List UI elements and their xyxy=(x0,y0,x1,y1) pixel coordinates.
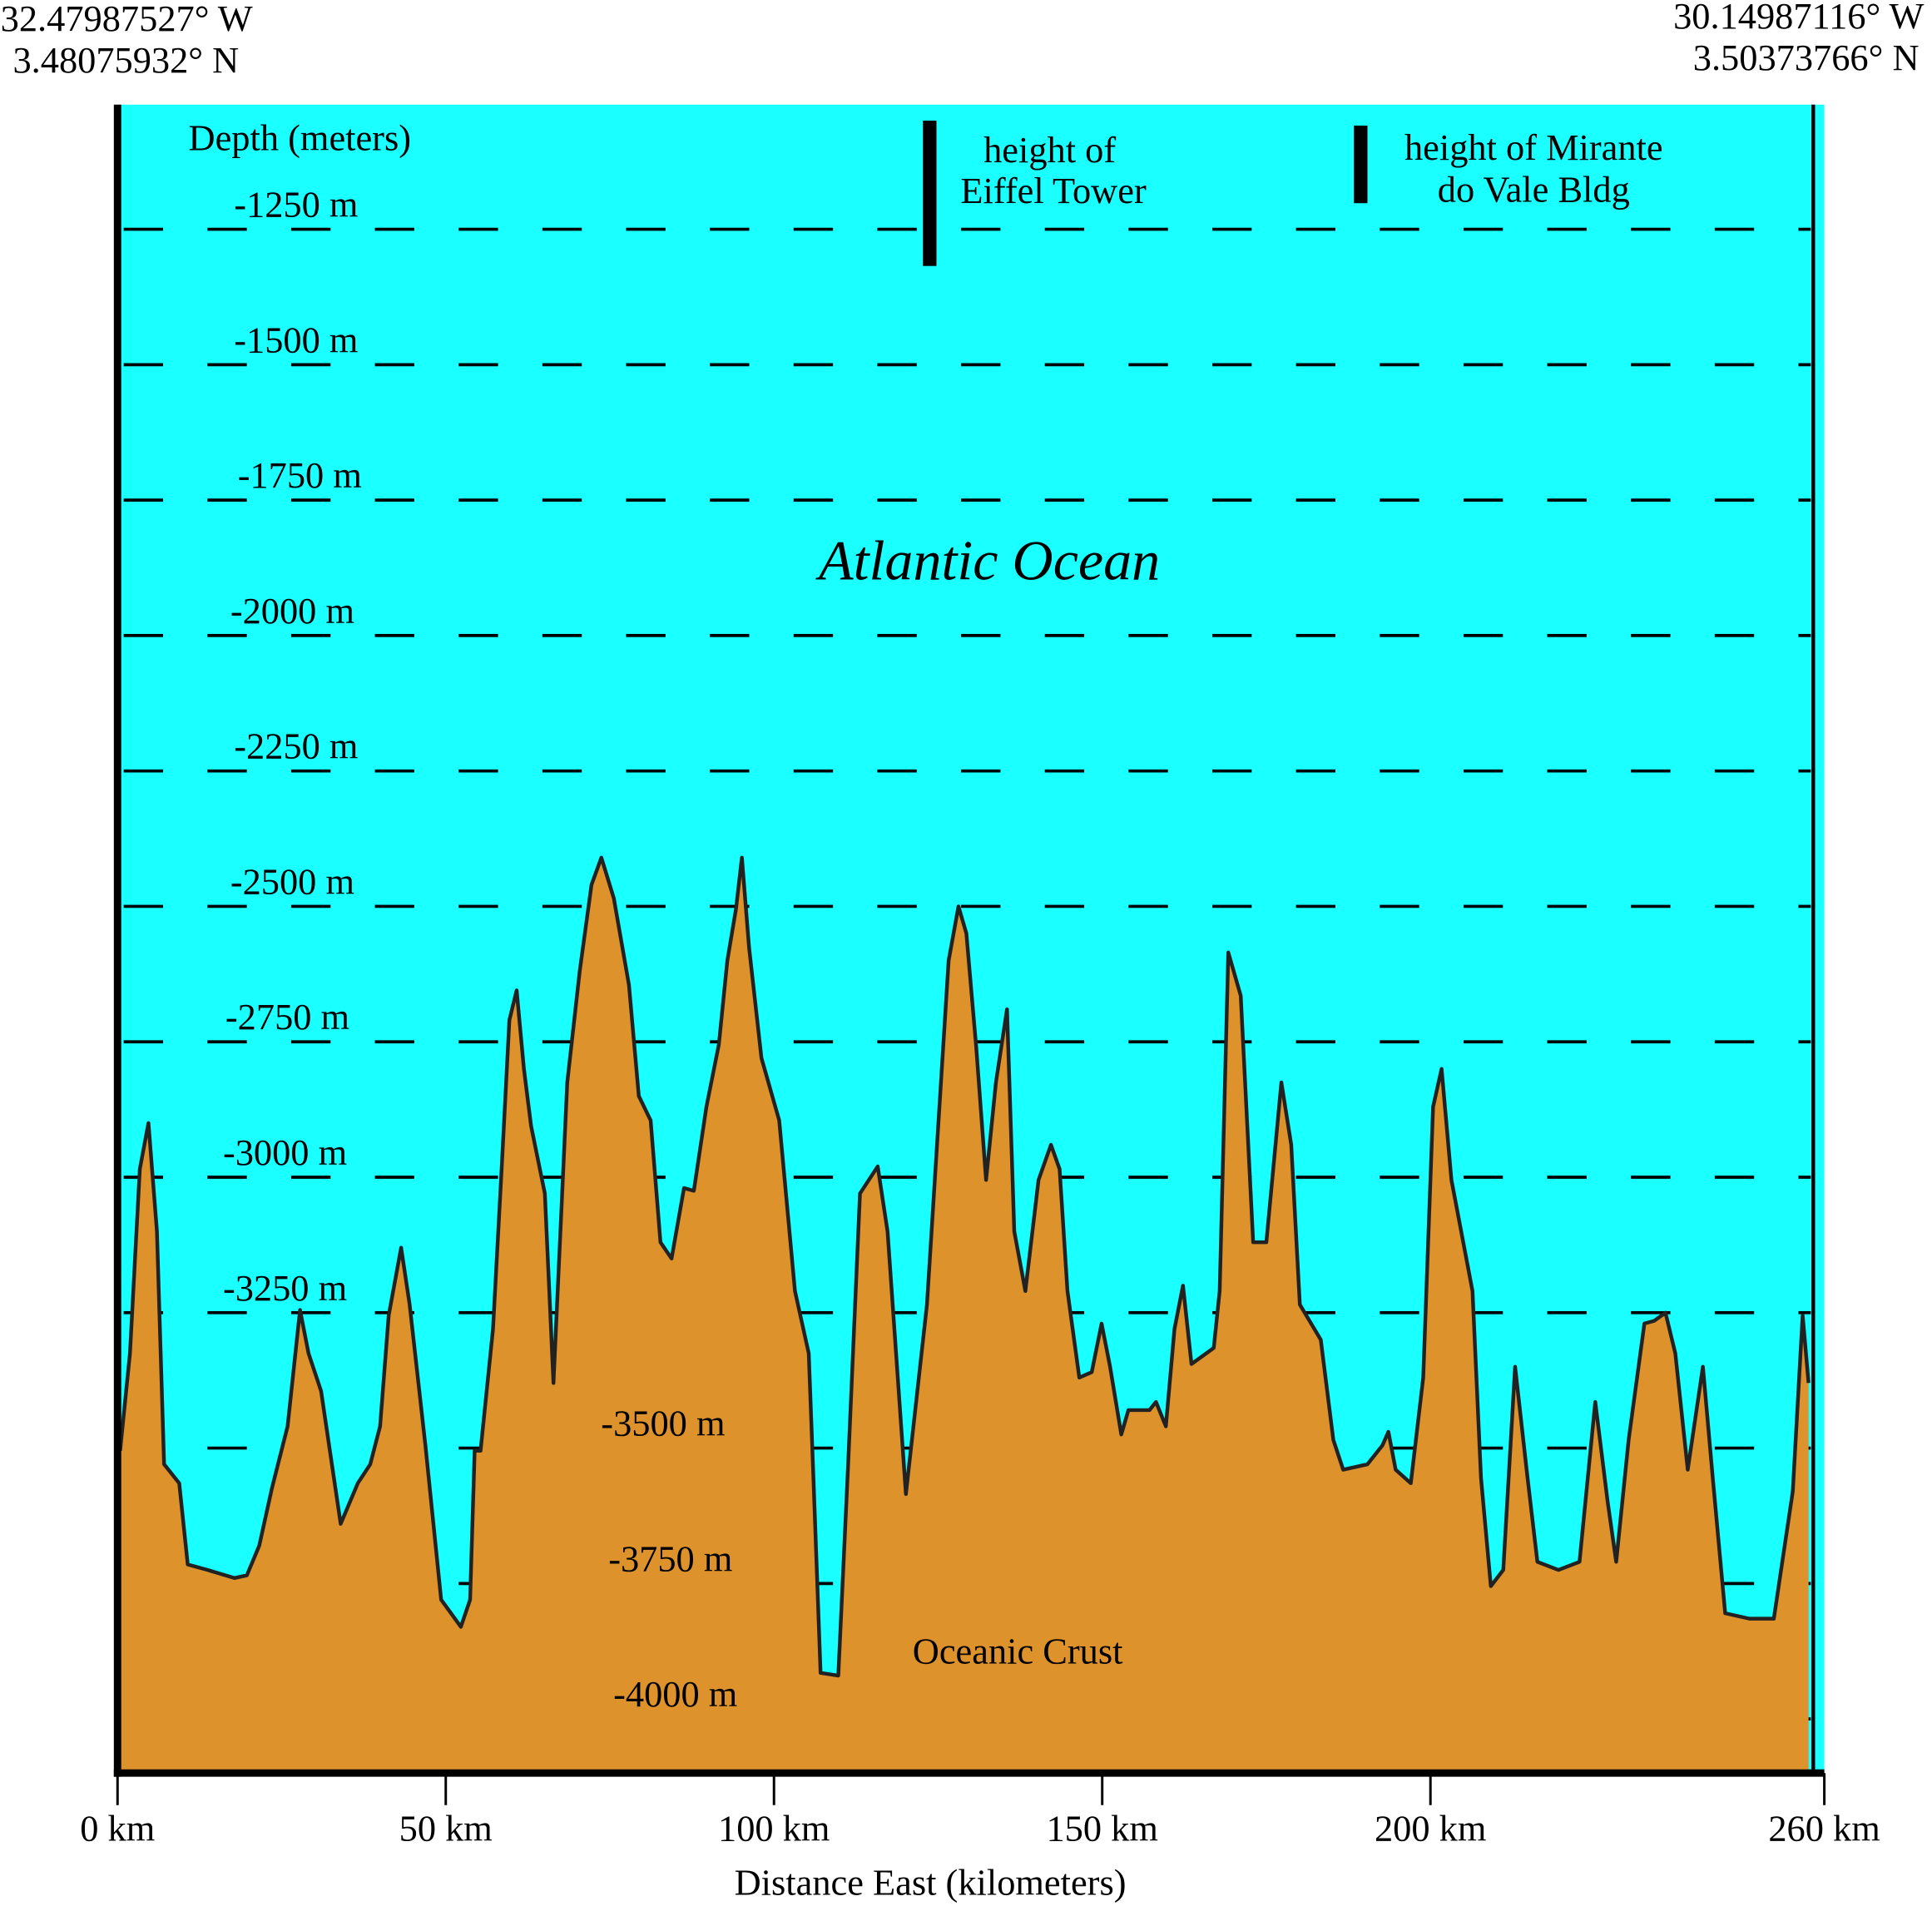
x-tick-label: 200 km xyxy=(1375,1807,1486,1849)
y-axis-label: Depth (meters) xyxy=(189,116,411,158)
seafloor-line xyxy=(118,855,1811,1678)
y-tick-label: -3000 m xyxy=(223,1131,347,1173)
y-tick-label: -1250 m xyxy=(234,184,358,225)
x-axis-label: Distance East (kilometers) xyxy=(735,1862,1127,1904)
annotation: do Vale Bldg xyxy=(1438,169,1630,210)
ocean-label: Atlantic Ocean xyxy=(815,528,1160,592)
y-tick-label: -2750 m xyxy=(225,996,349,1037)
x-tick-label: 50 km xyxy=(399,1807,493,1849)
y-tick-label: -2000 m xyxy=(230,590,354,631)
y-tick-label: -3500 m xyxy=(601,1403,725,1444)
marks xyxy=(113,104,1826,1805)
x-tick-label: 100 km xyxy=(718,1807,830,1849)
x-tick-label: 260 km xyxy=(1768,1807,1880,1849)
y-tick-label: -2500 m xyxy=(230,860,354,902)
corner-label: 32.47987527° W xyxy=(1,0,253,39)
mirante-bar xyxy=(1354,125,1368,204)
y-tick-label: -4000 m xyxy=(613,1673,737,1715)
crust-area xyxy=(120,857,1809,1774)
x-tick-label: 0 km xyxy=(80,1807,155,1849)
annotation: height of Mirante xyxy=(1404,126,1663,168)
y-tick-label: -2250 m xyxy=(234,725,358,767)
annotation: height of xyxy=(983,129,1116,171)
corner-label: 3.50373766° N xyxy=(1693,37,1920,78)
crust-label: Oceanic Crust xyxy=(913,1630,1123,1671)
eiffel-bar xyxy=(923,121,937,266)
y-tick-label: -3250 m xyxy=(223,1267,347,1309)
annotation: Eiffel Tower xyxy=(960,170,1147,211)
corner-label: 3.48075932° N xyxy=(12,39,239,81)
y-tick-label: -3750 m xyxy=(608,1537,732,1579)
y-tick-label: -1750 m xyxy=(238,454,362,496)
corner-label: 30.14987116° W xyxy=(1673,0,1924,37)
y-tick-label: -1500 m xyxy=(234,319,358,360)
x-tick-label: 150 km xyxy=(1047,1807,1158,1849)
